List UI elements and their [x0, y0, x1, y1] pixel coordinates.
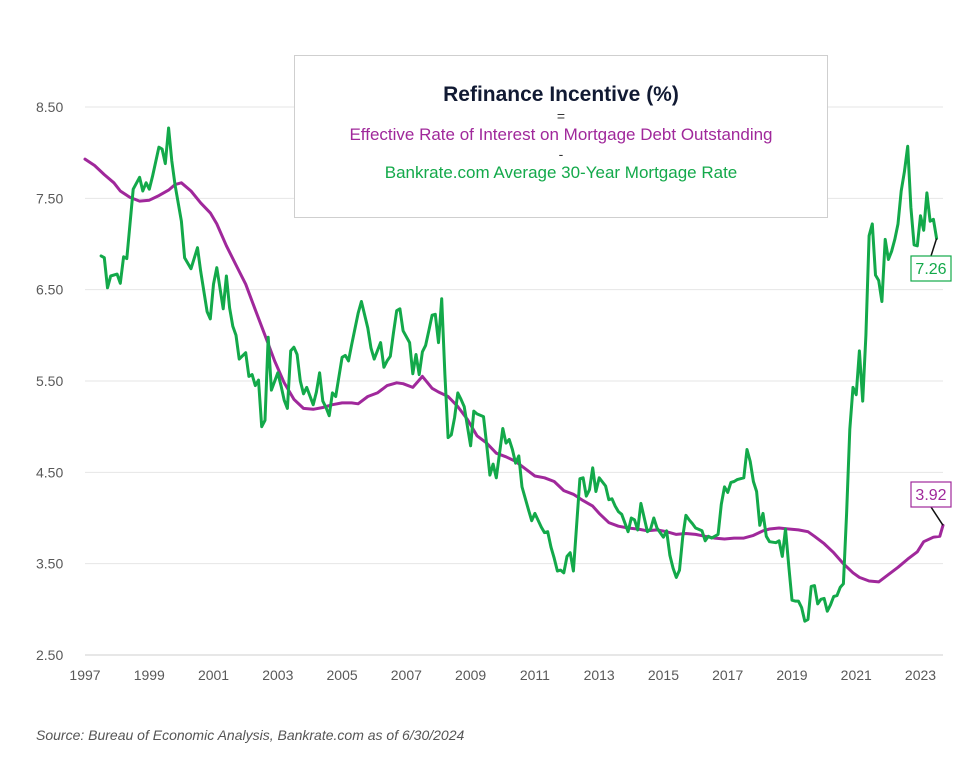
legend-bankrate-rate: Bankrate.com Average 30-Year Mortgage Ra…	[384, 163, 738, 182]
x-tick-label: 2009	[455, 667, 486, 683]
y-axis-ticks: 2.50 3.50 4.50 5.50 6.50 7.50 8.50	[36, 99, 63, 663]
effective-rate-line	[83, 157, 945, 584]
y-tick-label: 4.50	[36, 464, 63, 480]
series-lines	[83, 126, 945, 623]
y-tick-label: 6.50	[36, 282, 63, 298]
legend-effective-rate: Effective Rate of Interest on Mortgage D…	[349, 125, 773, 144]
end-value-label: 7.26	[915, 261, 946, 278]
end-label-box	[910, 255, 952, 282]
end-label-leader	[930, 238, 938, 257]
x-tick-label: 2011	[520, 667, 550, 683]
bankrate-rate-line	[99, 126, 939, 623]
y-tick-label: 8.50	[36, 99, 63, 115]
y-tick-label: 5.50	[36, 373, 63, 389]
end-label-box	[910, 481, 952, 508]
end-value-labels: 7.26 3.92	[910, 238, 952, 526]
end-value-label: 3.92	[915, 487, 946, 504]
x-tick-label: 1999	[134, 667, 165, 683]
x-tick-label: 2003	[262, 667, 293, 683]
x-tick-label: 2013	[584, 667, 615, 683]
x-tick-label: 2023	[905, 667, 936, 683]
y-tick-label: 3.50	[36, 556, 63, 572]
end-label-leader	[930, 506, 944, 526]
y-tick-label: 7.50	[36, 190, 63, 206]
x-tick-label: 2021	[841, 667, 872, 683]
y-tick-label: 2.50	[36, 647, 63, 663]
x-tick-label: 2015	[648, 667, 679, 683]
source-note: Source: Bureau of Economic Analysis, Ban…	[36, 727, 465, 743]
x-tick-label: 1997	[69, 667, 100, 683]
legend-equals: =	[556, 108, 566, 124]
legend-title: Refinance Incentive (%)	[443, 83, 679, 106]
x-tick-label: 2007	[391, 667, 422, 683]
x-tick-label: 2001	[198, 667, 229, 683]
x-tick-label: 2005	[327, 667, 358, 683]
x-tick-label: 2017	[712, 667, 743, 683]
legend-box: Refinance Incentive (%) = Effective Rate…	[294, 55, 828, 218]
x-tick-label: 2019	[776, 667, 807, 683]
x-axis-ticks: 1997 1999 2001 2003 2005 2007 2009 2011 2013 2015…	[69, 667, 936, 683]
legend-minus: -	[558, 146, 564, 162]
